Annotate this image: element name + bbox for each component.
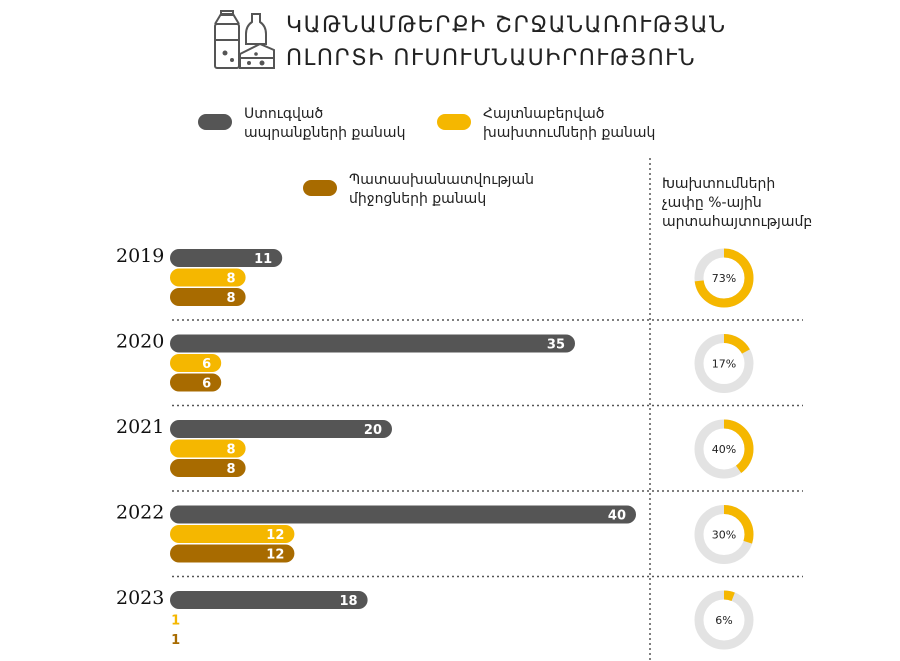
bar-label-2019-series-0: 11: [254, 252, 272, 267]
bar-label-2022-series-1: 12: [266, 528, 284, 543]
percent-header-line3: արտահայտությամբ: [662, 214, 813, 230]
legend-checked: Ստուգված ապրանքների քանակ: [198, 105, 405, 143]
bar-2019-series-1: [170, 268, 246, 287]
title-line-2: ՈԼՈՐՏԻ ՈՒՍՈՒՄՆԱՍԻՐՈՒԹՅՈՒՆ: [286, 46, 697, 71]
bar-2022-series-1: [170, 525, 295, 543]
bar-label-2023-series-0: 18: [340, 594, 358, 609]
bar-2021-series-0: [170, 420, 392, 438]
legend-violations-line2: խախտումների քանակ: [483, 125, 656, 141]
bar-label-2021-series-0: 20: [364, 423, 382, 438]
donut-label-2022: 30%: [712, 529, 736, 542]
bar-2022-series-0: [170, 505, 636, 524]
year-label-2020: 2020: [116, 331, 164, 353]
bar-2019-series-0: [170, 249, 283, 267]
bar-label-2020-series-1: 6: [202, 357, 211, 372]
legend-checked-line2: ապրանքների քանակ: [244, 125, 406, 141]
bar-label-2019-series-2: 8: [227, 291, 236, 306]
bar-label-2020-series-0: 35: [547, 338, 565, 353]
bar-2022-series-2: [170, 544, 295, 563]
title-line-1: ԿԱԹՆԱՄԹԵՐՔԻ ՇՐՋԱՆԱՌՈՒԹՅԱՆ: [286, 13, 727, 38]
donut-label-2023: 6%: [715, 614, 732, 627]
legend-violations: Հայտնաբերված խախտումների քանակ: [437, 105, 655, 143]
year-label-2021: 2021: [116, 416, 164, 438]
donut-fill-2021: [694, 419, 754, 479]
bar-label-2021-series-2: 8: [227, 462, 236, 477]
donut-label-2021: 40%: [712, 443, 736, 456]
dairy-products-icon: [214, 10, 275, 69]
legend-swatch-checked: [198, 114, 232, 130]
year-label-2019: 2019: [116, 245, 164, 267]
bar-2021-series-1: [170, 439, 246, 458]
percent-header: Խախտումների չափը %-ային արտահայտությամբ: [662, 175, 812, 232]
bar-2020-series-2: [170, 373, 222, 392]
donut-label-2019: 73%: [712, 272, 736, 285]
legend-swatch-violations: [437, 114, 471, 130]
bar-2019-series-2: [170, 288, 246, 306]
legend-swatch-responsible: [303, 180, 337, 196]
legend-checked-line1: Ստուգված: [244, 106, 324, 122]
donut-fill-2022: [694, 505, 754, 564]
percent-header-line2: չափը %-ային: [662, 195, 762, 211]
bar-label-2021-series-1: 8: [227, 443, 236, 458]
donut-fill-2023: [694, 590, 754, 650]
bar-label-2023-series-2: 1: [171, 633, 180, 648]
bar-2020-series-0: [170, 334, 575, 353]
donut-fill-2020: [694, 334, 754, 393]
year-label-2023: 2023: [116, 587, 164, 609]
bar-2020-series-1: [170, 354, 222, 372]
bar-label-2022-series-2: 12: [266, 548, 284, 563]
bar-label-2019-series-1: 8: [227, 272, 236, 287]
donut-fill-2019: [694, 248, 754, 308]
percent-header-line1: Խախտումների: [662, 176, 776, 192]
legend-responsible: Պատասխանատվության միջոցների քանակ: [303, 171, 534, 209]
legend-responsible-line1: Պատասխանատվության: [349, 172, 534, 188]
year-label-2022: 2022: [116, 502, 164, 524]
bar-label-2020-series-2: 6: [202, 377, 211, 392]
bar-2021-series-2: [170, 459, 246, 477]
bar-label-2022-series-0: 40: [608, 509, 626, 524]
bar-label-2023-series-1: 1: [171, 614, 180, 629]
legend-responsible-line2: միջոցների քանակ: [349, 191, 487, 207]
donut-label-2020: 17%: [712, 358, 736, 371]
legend-violations-line1: Հայտնաբերված: [483, 106, 605, 122]
bar-2023-series-0: [170, 591, 368, 609]
